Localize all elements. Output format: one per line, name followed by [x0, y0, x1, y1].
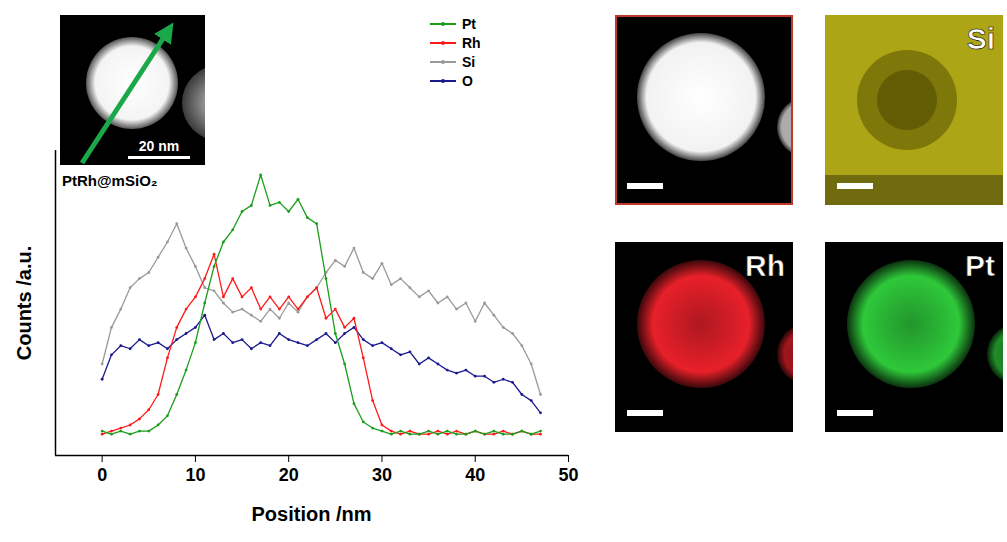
- svg-text:O: O: [462, 73, 473, 89]
- html-text:PtRh@mSiO₂: PtRh@mSiO₂: [62, 172, 158, 189]
- svg-text:Si: Si: [967, 22, 995, 55]
- svg-text:50: 50: [558, 465, 578, 485]
- html-text:Counts /a.u.: Counts /a.u.: [12, 245, 35, 360]
- svg-text:30: 30: [372, 465, 392, 485]
- html-text:Position /nm: Position /nm: [251, 503, 372, 525]
- svg-text:Rh: Rh: [745, 249, 785, 282]
- svg-text:0: 0: [97, 465, 107, 485]
- svg-text:Si: Si: [462, 54, 475, 70]
- svg-text:20 nm: 20 nm: [139, 138, 179, 154]
- svg-text:10: 10: [185, 465, 205, 485]
- svg-text:20: 20: [279, 465, 299, 485]
- svg-text:Rh: Rh: [462, 35, 481, 51]
- svg-text:40: 40: [465, 465, 485, 485]
- svg-text:Pt: Pt: [965, 249, 995, 282]
- svg-text:Pt: Pt: [462, 16, 476, 32]
